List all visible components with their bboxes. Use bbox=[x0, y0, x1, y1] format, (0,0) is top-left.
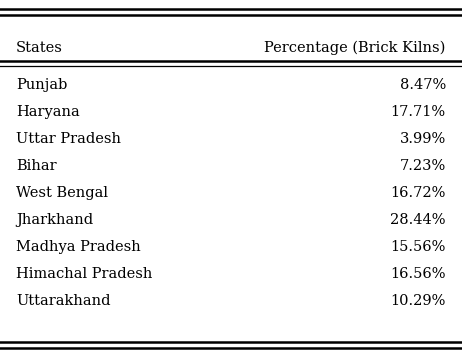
Text: Percentage (Brick Kilns): Percentage (Brick Kilns) bbox=[264, 41, 446, 55]
Text: 17.71%: 17.71% bbox=[391, 105, 446, 119]
Text: Haryana: Haryana bbox=[16, 105, 80, 119]
Text: 7.23%: 7.23% bbox=[400, 159, 446, 173]
Text: Jharkhand: Jharkhand bbox=[16, 213, 93, 227]
Text: 16.56%: 16.56% bbox=[390, 267, 446, 281]
Text: 8.47%: 8.47% bbox=[400, 78, 446, 92]
Text: 15.56%: 15.56% bbox=[390, 240, 446, 254]
Text: West Bengal: West Bengal bbox=[16, 186, 108, 200]
Text: Uttarakhand: Uttarakhand bbox=[16, 294, 111, 308]
Text: 10.29%: 10.29% bbox=[390, 294, 446, 308]
Text: Bihar: Bihar bbox=[16, 159, 57, 173]
Text: 3.99%: 3.99% bbox=[400, 132, 446, 146]
Text: Uttar Pradesh: Uttar Pradesh bbox=[16, 132, 121, 146]
Text: 16.72%: 16.72% bbox=[390, 186, 446, 200]
Text: 28.44%: 28.44% bbox=[390, 213, 446, 227]
Text: Punjab: Punjab bbox=[16, 78, 67, 92]
Text: Madhya Pradesh: Madhya Pradesh bbox=[16, 240, 141, 254]
Text: States: States bbox=[16, 41, 63, 55]
Text: Himachal Pradesh: Himachal Pradesh bbox=[16, 267, 152, 281]
